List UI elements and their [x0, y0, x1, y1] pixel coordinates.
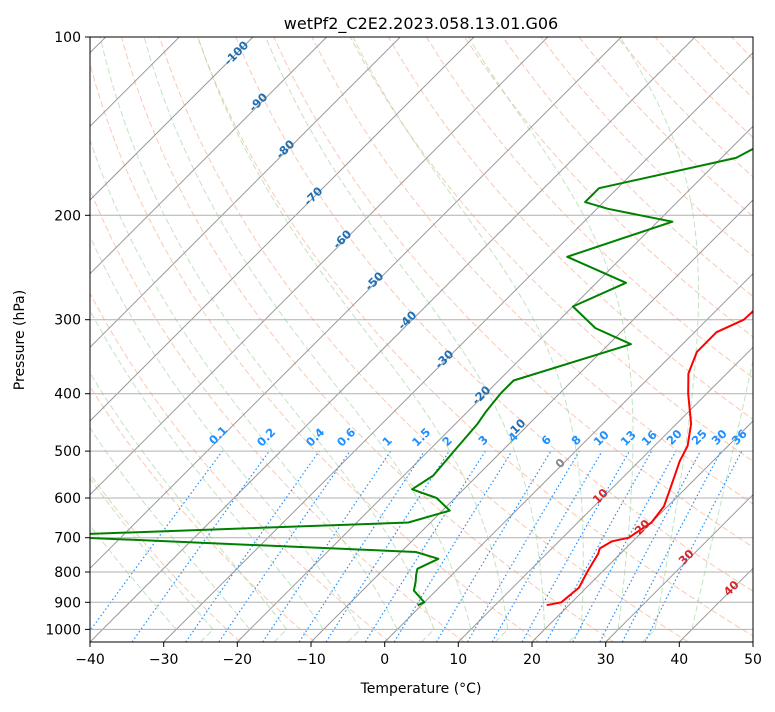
y-axis-ticks: 100 200 300 400 500 600 700 800 900 1000: [45, 30, 90, 638]
x-tick-label: 50: [744, 652, 762, 668]
isotherm-line: [0, 37, 327, 642]
isotherm-line: [679, 37, 775, 642]
moist-adiabat-line: [0, 37, 287, 642]
mixing-ratio-line: [326, 451, 449, 642]
dry-adiabat-line: [388, 37, 775, 642]
dry-adiabat-label: 30: [676, 547, 697, 568]
x-tick-label: 20: [523, 652, 541, 668]
y-tick-label: 900: [54, 595, 81, 611]
x-tick-label: 40: [670, 652, 688, 668]
x-tick-label: 30: [597, 652, 615, 668]
dry-adiabat-line: [7, 37, 389, 642]
moist-adiabat-label: -80: [273, 137, 298, 162]
y-tick-label: 800: [54, 565, 81, 581]
moist-adiabat-line: [63, 37, 397, 642]
mixing-ratio-label: 0.1: [206, 423, 230, 447]
x-axis-ticks: −40 −30 −20 −10 0 10 20 30 40 50: [75, 642, 762, 668]
mixing-ratio-label: 20: [664, 427, 685, 448]
moist-adiabat-line: [468, 37, 633, 642]
mixing-ratio-line: [600, 451, 701, 642]
isotherm-line: [532, 37, 775, 642]
isotherm-line: [237, 37, 775, 642]
mixing-ratio-line: [436, 451, 551, 642]
mixing-ratio-label: 13: [618, 428, 639, 449]
isotherm-line: [385, 37, 775, 642]
dry-adiabat-line: [160, 37, 689, 642]
mixing-ratio-line: [622, 451, 721, 642]
moist-adiabat-label: -90: [246, 90, 271, 115]
mixing-ratio-label: 0.4: [303, 425, 327, 449]
x-tick-label: −10: [296, 652, 326, 668]
x-tick-label: 10: [449, 652, 467, 668]
mixing-ratio-label: 25: [689, 427, 710, 448]
pressure-gridlines: [90, 37, 753, 629]
mixing-ratio-label: 1.5: [409, 425, 433, 449]
x-axis-label: Temperature (°C): [360, 681, 482, 697]
mixing-ratio-label: 10: [591, 428, 612, 449]
dry-adiabat-line: [0, 37, 240, 642]
mixing-ratio-label: 30: [709, 427, 730, 448]
y-tick-label: 100: [54, 30, 81, 46]
mixing-ratio-label: 2: [439, 433, 455, 449]
mixing-ratio-label: 3: [475, 432, 491, 448]
moist-adiabat-label: -40: [395, 308, 420, 333]
dry-adiabat-line: [426, 37, 775, 642]
dry-adiabat-line: [770, 37, 775, 642]
chart-title: wetPf2_C2E2.2023.058.13.01.G06: [284, 14, 558, 34]
mixing-ratio-label: 16: [639, 428, 660, 449]
dry-adiabat-label: 10: [590, 486, 611, 507]
moist-adiabat-label: -60: [330, 227, 355, 252]
moist-adiabat-line: [0, 37, 250, 642]
mixing-ratio-label: 36: [729, 427, 750, 448]
x-tick-label: 0: [380, 652, 389, 668]
moist-adiabat-line: [198, 37, 508, 642]
mixing-ratio-label: 6: [538, 432, 554, 448]
moist-adiabat-label: -70: [301, 184, 326, 209]
y-tick-label: 500: [54, 444, 81, 460]
dry-adiabat-line: [236, 37, 775, 642]
moist-adiabat-line: [32, 37, 361, 642]
mixing-ratio-label: 0.2: [254, 425, 278, 449]
mixing-ratio-line: [82, 451, 223, 642]
dry-adiabat-line: [693, 37, 775, 642]
moist-adiabat-line: [679, 37, 775, 642]
y-tick-label: 300: [54, 313, 81, 329]
dry-adiabat-line: [0, 37, 315, 642]
y-tick-label: 200: [54, 208, 81, 224]
x-tick-label: −20: [223, 652, 253, 668]
moist-adiabat-label: -50: [362, 269, 387, 294]
dry-adiabat-line: [579, 37, 775, 642]
dry-adiabat-label: 40: [721, 578, 742, 599]
y-axis-label: Pressure (hPa): [12, 290, 28, 390]
mixing-ratio-line: [468, 451, 580, 642]
y-tick-label: 600: [54, 491, 81, 507]
moist-adiabat-label: -30: [432, 347, 457, 372]
isotherm-line: [0, 37, 253, 642]
dry-adiabat-line: [655, 37, 775, 642]
moist-adiabat-label: -20: [469, 383, 494, 408]
isotherm-line: [0, 37, 400, 642]
y-tick-label: 1000: [45, 622, 81, 638]
isotherm-line: [16, 37, 621, 642]
x-tick-label: −30: [149, 652, 179, 668]
mixing-ratio-line: [546, 451, 651, 642]
mixing-ratio-label: 1: [379, 433, 395, 449]
isotherm-line: [753, 37, 775, 642]
x-tick-label: −40: [75, 652, 105, 668]
y-tick-label: 700: [54, 531, 81, 547]
mixing-ratio-label: 0.6: [334, 425, 358, 449]
y-tick-label: 400: [54, 387, 81, 403]
isotherm-line: [164, 37, 769, 642]
mixing-ratio-line: [573, 451, 676, 642]
